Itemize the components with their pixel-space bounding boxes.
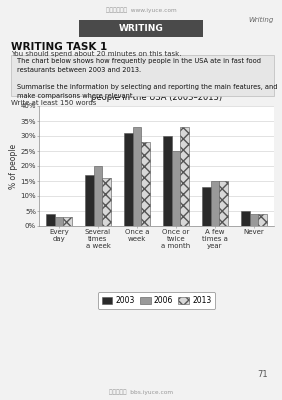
Text: 教授正你分分  www.iyuce.com: 教授正你分分 www.iyuce.com <box>106 7 176 13</box>
Text: WRITING TASK 1: WRITING TASK 1 <box>11 42 107 52</box>
Title: Frequency of eating at fast food restaurants among
people in the USA (2003–2013): Frequency of eating at fast food restaur… <box>48 82 265 102</box>
Text: The chart below shows how frequently people in the USA ate in fast food
restaura: The chart below shows how frequently peo… <box>17 58 277 99</box>
Bar <box>55 217 63 226</box>
Text: You should spend about 20 minutes on this task.: You should spend about 20 minutes on thi… <box>11 51 182 57</box>
Bar <box>85 175 94 226</box>
Text: Write at least 150 words: Write at least 150 words <box>11 100 97 106</box>
Bar <box>133 127 141 226</box>
Bar <box>124 133 133 226</box>
Bar <box>94 166 102 226</box>
Bar <box>211 181 219 226</box>
Text: 教授正论坛  bbs.iyuce.com: 教授正论坛 bbs.iyuce.com <box>109 390 173 395</box>
Bar <box>46 214 55 226</box>
Legend: 2003, 2006, 2013: 2003, 2006, 2013 <box>98 292 215 309</box>
Bar <box>250 214 258 226</box>
Bar <box>141 142 150 226</box>
Bar <box>241 211 250 226</box>
Text: WRITING: WRITING <box>119 24 163 33</box>
Bar <box>180 127 189 226</box>
Bar <box>258 214 267 226</box>
Bar <box>202 187 211 226</box>
Text: 71: 71 <box>257 370 268 379</box>
Bar <box>63 217 72 226</box>
Bar <box>219 181 228 226</box>
Bar <box>172 151 180 226</box>
Y-axis label: % of people: % of people <box>9 144 17 188</box>
Bar <box>102 178 111 226</box>
Text: Writing: Writing <box>248 17 274 23</box>
Bar <box>163 136 172 226</box>
